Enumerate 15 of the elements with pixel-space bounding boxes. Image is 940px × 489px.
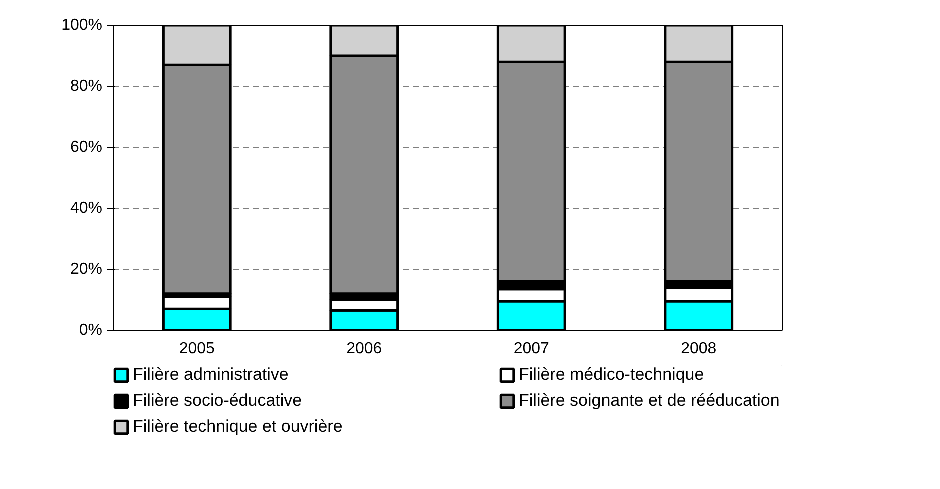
- x-tick-label: 2006: [346, 340, 382, 358]
- y-tick-label: 60%: [70, 139, 103, 156]
- y-tick-label: 100%: [62, 17, 102, 34]
- x-tick-label: 2008: [681, 340, 717, 358]
- x-tick-label: 2007: [514, 340, 550, 358]
- legend-label: Filière administrative: [133, 365, 290, 385]
- legend-label: Filière socio-éducative: [133, 391, 304, 411]
- x-tick-label: 2005: [179, 340, 216, 358]
- y-tick-label: 80%: [70, 78, 103, 95]
- legend-label: Filière soignante et de rééducation: [519, 391, 781, 411]
- legend-label: Filière médico-technique: [519, 365, 706, 385]
- y-tick-label: 0%: [79, 322, 102, 339]
- y-tick-label: 40%: [70, 200, 103, 217]
- y-tick-label: 20%: [70, 261, 103, 278]
- legend-label: Filière technique et ouvrière: [133, 417, 344, 437]
